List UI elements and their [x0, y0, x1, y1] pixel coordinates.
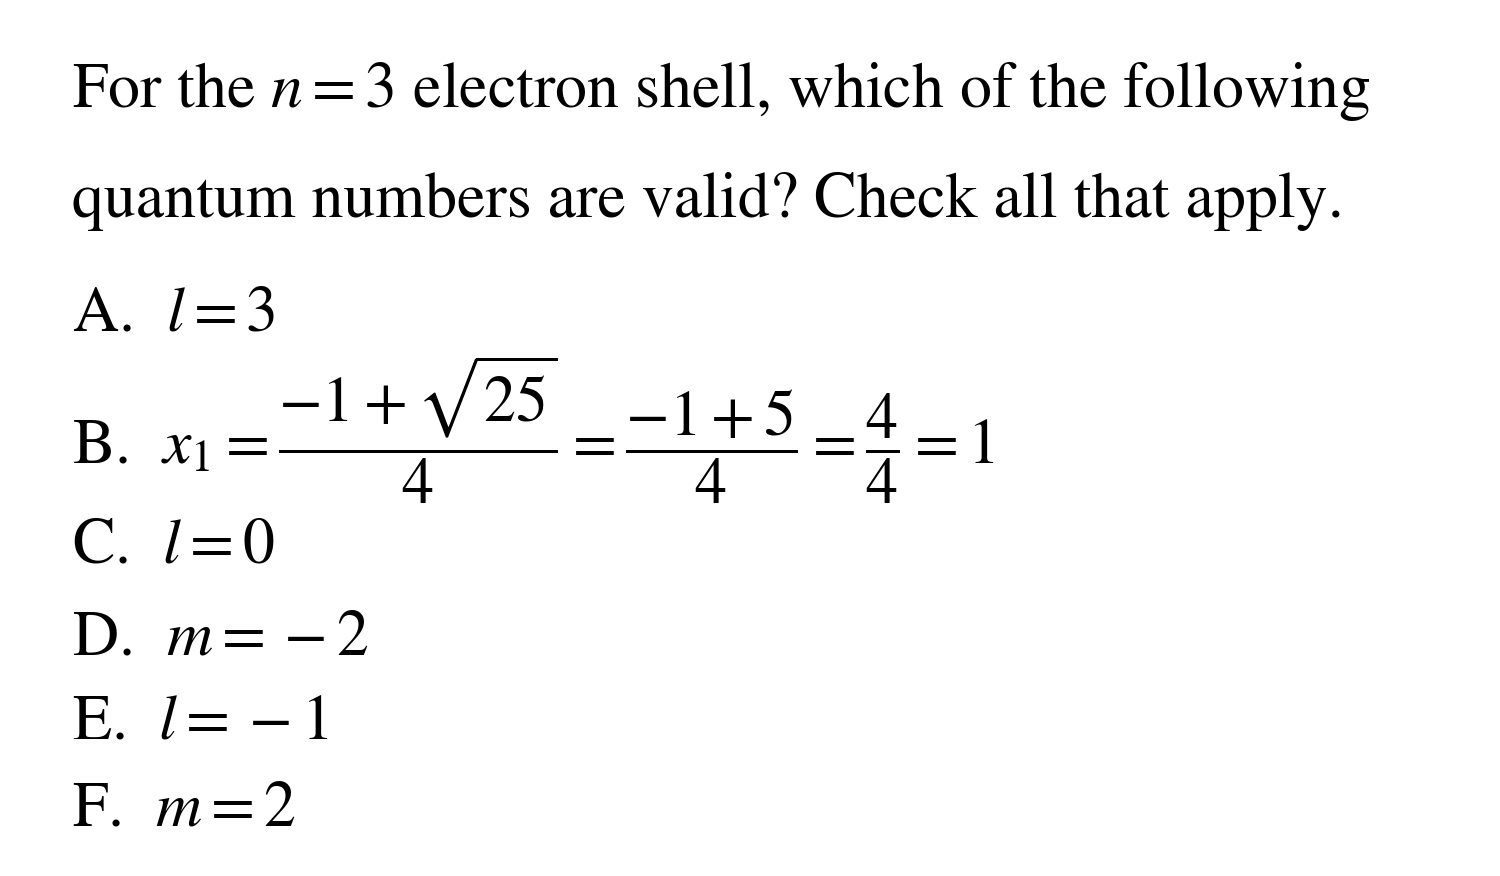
Text: For the $n=3$ electron shell, which of the following: For the $n=3$ electron shell, which of t…: [72, 60, 1371, 124]
Text: F.  $m=2$: F. $m=2$: [72, 781, 296, 840]
Text: C.  $l=0$: C. $l=0$: [72, 518, 274, 577]
Text: B.  $x_1 = \dfrac{-1+\sqrt{25}}{4} = \dfrac{-1+5}{4} = \dfrac{4}{4} = 1$: B. $x_1 = \dfrac{-1+\sqrt{25}}{4} = \dfr…: [72, 353, 994, 505]
Text: A.  $l=3$: A. $l=3$: [72, 286, 276, 345]
Text: D.  $m=-2$: D. $m=-2$: [72, 610, 369, 669]
Text: E.  $l=-1$: E. $l=-1$: [72, 693, 328, 752]
Text: quantum numbers are valid? Check all that apply.: quantum numbers are valid? Check all tha…: [72, 172, 1344, 231]
